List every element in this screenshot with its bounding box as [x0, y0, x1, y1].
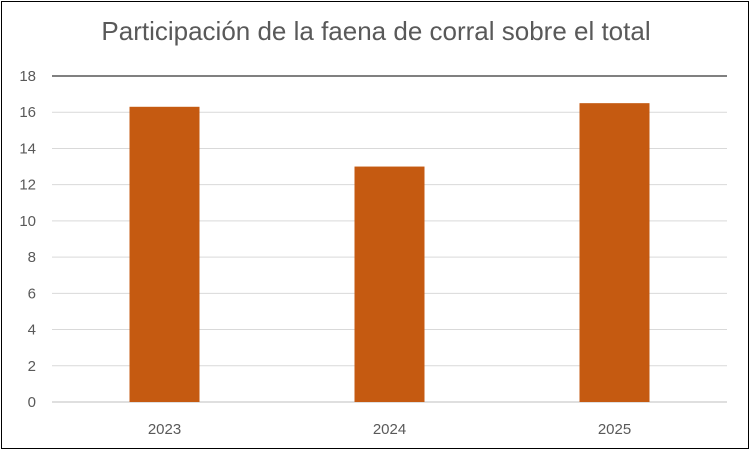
x-axis-tick-labels: 2023 2024 2025	[148, 421, 631, 438]
y-axis-tick-labels: 0 2 4 6 8 10 12 14 16 18	[19, 68, 36, 411]
y-tick-label: 12	[19, 177, 36, 194]
x-tick-label: 2023	[148, 421, 181, 438]
y-tick-label: 16	[19, 104, 36, 121]
y-tick-label: 4	[28, 322, 36, 339]
y-tick-label: 14	[19, 140, 36, 157]
x-tick-label: 2024	[373, 421, 406, 438]
y-tick-label: 0	[28, 394, 36, 411]
chart-title: Participación de la faena de corral sobr…	[101, 16, 651, 46]
y-tick-label: 6	[28, 285, 36, 302]
bar-2025	[579, 103, 650, 403]
x-tick-label: 2025	[598, 421, 631, 438]
y-tick-label: 8	[28, 249, 36, 266]
y-tick-label: 10	[19, 213, 36, 230]
y-tick-label: 18	[19, 68, 36, 85]
bar-2023	[129, 106, 200, 403]
y-tick-label: 2	[28, 358, 36, 375]
bar-series	[129, 103, 650, 403]
bar-2024	[354, 166, 425, 402]
